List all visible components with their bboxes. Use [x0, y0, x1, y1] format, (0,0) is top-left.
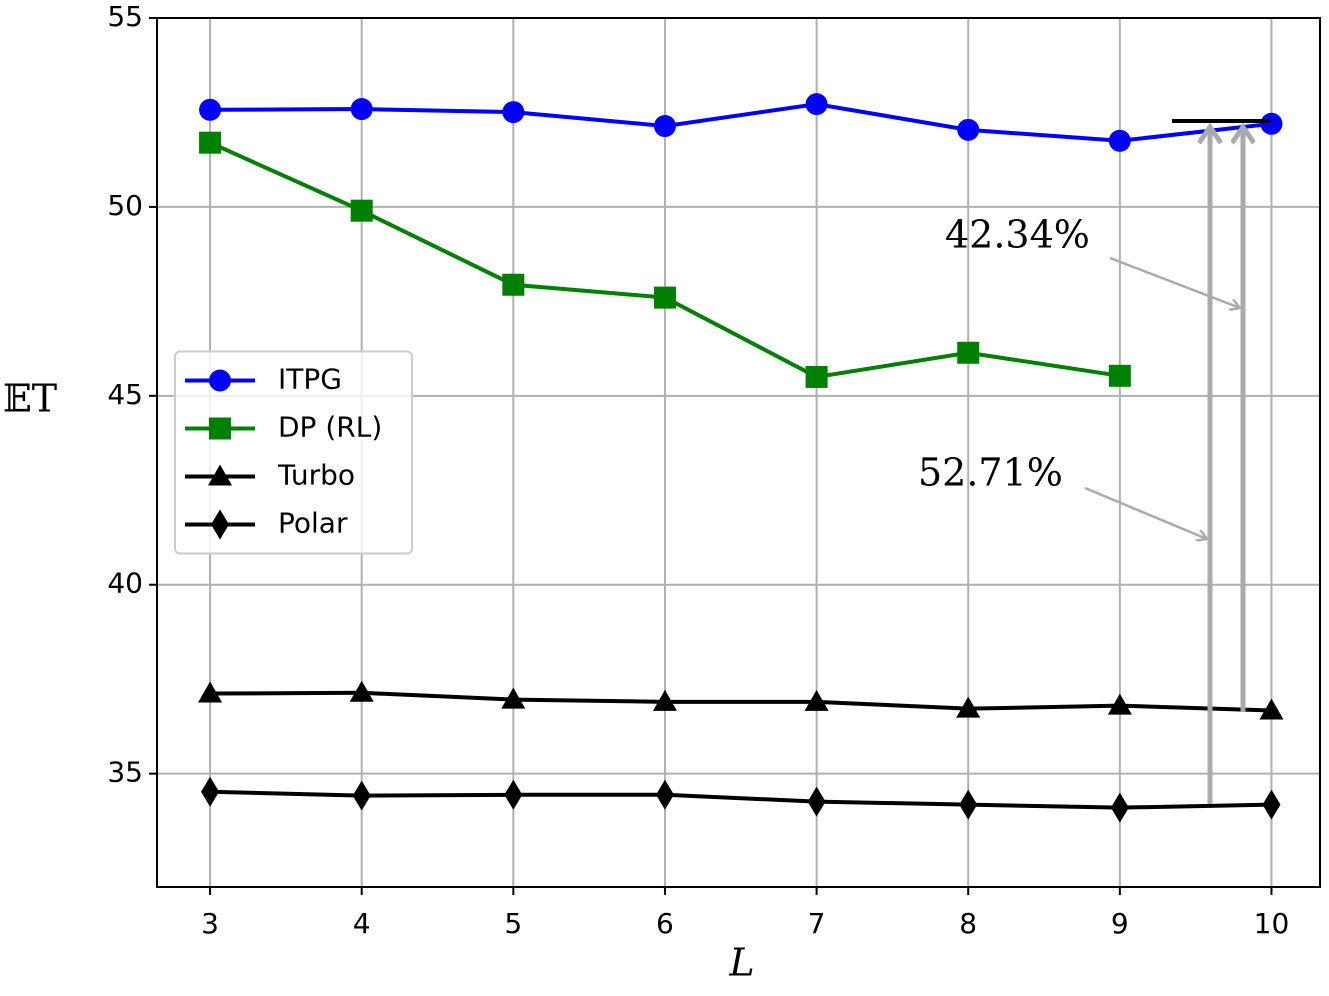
- series-line: [210, 102, 1272, 143]
- x-axis-label: L: [728, 941, 754, 985]
- marker: [1107, 693, 1132, 715]
- marker: [352, 780, 371, 811]
- marker: [199, 131, 222, 154]
- y-tick-label: 35: [107, 756, 143, 789]
- marker: [1108, 129, 1131, 152]
- marker: [1262, 789, 1281, 820]
- marker: [501, 687, 526, 709]
- arrow: [1084, 486, 1207, 539]
- legend-label: Turbo: [277, 459, 355, 492]
- marker: [350, 98, 373, 121]
- legend-label: DP (RL): [278, 411, 382, 444]
- annotation: 52.71%: [918, 451, 1063, 495]
- x-tick-label: 7: [808, 907, 826, 940]
- marker: [1259, 698, 1284, 720]
- arrow: [1109, 256, 1240, 308]
- marker: [502, 101, 525, 124]
- series-group: [198, 93, 1284, 823]
- marker: [209, 369, 231, 392]
- marker: [1110, 792, 1129, 823]
- marker: [504, 779, 523, 810]
- marker: [1260, 112, 1283, 135]
- marker: [653, 286, 676, 309]
- marker: [1108, 364, 1131, 387]
- legend-label: Polar: [278, 507, 348, 540]
- annotation: 42.34%: [945, 213, 1090, 257]
- x-tick-label: 5: [504, 907, 522, 940]
- x-tick-label: 10: [1254, 907, 1290, 940]
- legend: ITPG DP (RL) Turbo Polar: [174, 350, 413, 555]
- marker: [502, 273, 525, 296]
- legend-label: ITPG: [278, 363, 342, 396]
- marker: [201, 776, 220, 807]
- marker: [652, 689, 677, 711]
- x-tick-label: 6: [656, 907, 674, 940]
- marker: [653, 115, 676, 138]
- marker: [209, 417, 231, 440]
- marker: [349, 680, 374, 702]
- y-tick-label: 50: [107, 189, 143, 222]
- y-axis-label: 𝔼T: [3, 377, 57, 421]
- marker: [198, 681, 223, 703]
- marker: [350, 199, 373, 222]
- x-tick-label: 3: [201, 907, 219, 940]
- legend-box: [174, 350, 413, 555]
- marker: [807, 786, 826, 817]
- plot-frame: [156, 17, 1321, 888]
- y-tick-label: 45: [107, 378, 143, 411]
- marker: [805, 365, 828, 388]
- marker: [956, 696, 981, 718]
- x-tick-label: 9: [1111, 907, 1129, 940]
- y-tick-label: 40: [107, 567, 143, 600]
- marker: [208, 464, 232, 486]
- marker: [957, 118, 980, 141]
- marker: [957, 341, 980, 364]
- series-line: [210, 789, 1272, 810]
- x-tick-label: 8: [959, 907, 977, 940]
- marker: [805, 93, 828, 116]
- marker: [199, 98, 222, 121]
- marker: [655, 779, 674, 810]
- y-tick-label: 55: [107, 0, 143, 33]
- marker: [804, 689, 829, 711]
- marker: [959, 789, 978, 820]
- annotation-group: 42.34% 52.71%: [918, 119, 1271, 804]
- x-tick-label: 4: [353, 907, 371, 940]
- series-line: [210, 690, 1272, 713]
- marker: [211, 509, 229, 540]
